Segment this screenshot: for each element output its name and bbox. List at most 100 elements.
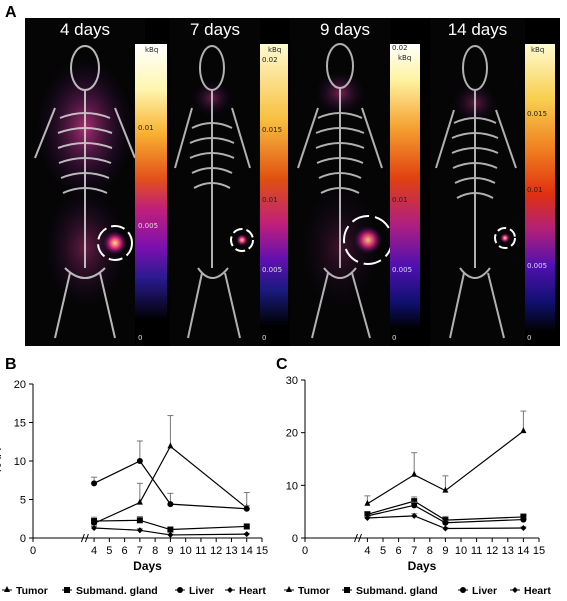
legend-label: Liver xyxy=(189,585,214,597)
data-point xyxy=(520,524,527,531)
data-point xyxy=(136,527,143,534)
color-scale-14-days: kBq 0.015 0.01 0.005 0 xyxy=(525,44,560,344)
spect-ct-panel: kBq 0.01 0.005 0 4 days kBq 0.02 0.015 0… xyxy=(25,18,560,346)
axis-break xyxy=(354,533,358,543)
series-heart xyxy=(364,512,527,532)
mouse-scan-image xyxy=(297,43,390,339)
scale-tick: 0.01 xyxy=(262,196,278,204)
scale-tick: 0 xyxy=(392,334,397,342)
time-label: 4 days xyxy=(59,20,111,39)
scale-tick: 0.015 xyxy=(262,126,283,134)
time-label: 14 days xyxy=(447,20,508,39)
legend-item: Heart xyxy=(510,585,551,597)
scale-tick: 0.005 xyxy=(138,222,159,230)
data-point xyxy=(136,458,143,464)
data-point xyxy=(364,499,371,506)
legend-label: Tumor xyxy=(298,585,330,597)
panel-a-letter: A xyxy=(5,4,17,21)
scale-unit: kBq xyxy=(398,54,412,62)
data-point xyxy=(411,470,418,477)
scale-unit: kBq xyxy=(531,46,545,54)
series-line xyxy=(367,504,524,524)
chart-percent-ia-per-gram: 01020300456789101112131415Days%IA/gTumor… xyxy=(284,375,551,597)
scale-tick: 0.02 xyxy=(392,44,408,52)
x-tick-label: 15 xyxy=(533,545,545,557)
color-scale-7-days: kBq 0.02 0.015 0.01 0.005 0 xyxy=(260,44,300,344)
data-point xyxy=(91,524,98,531)
series-submand-gland xyxy=(364,496,527,524)
y-tick-label: 5 xyxy=(20,495,26,507)
legend-item: Tumor xyxy=(2,585,48,597)
legend-label: Heart xyxy=(239,585,266,597)
color-scale-9-days: kBq 0.02 0.01 0.005 0 xyxy=(390,44,430,344)
data-point xyxy=(177,587,183,593)
color-scale-bar xyxy=(390,44,420,344)
series-tumor xyxy=(364,410,527,506)
legend-label: Tumor xyxy=(16,585,48,597)
x-tick-label: 7 xyxy=(137,545,143,557)
data-point xyxy=(64,587,70,593)
series-line xyxy=(94,519,247,531)
scale-tick: 0 xyxy=(262,334,267,342)
data-point xyxy=(512,587,518,593)
y-tick-label: 10 xyxy=(286,480,298,492)
scale-tick: 0.01 xyxy=(392,196,408,204)
y-tick-label: 0 xyxy=(292,533,298,545)
x-tick-label: 11 xyxy=(471,545,482,557)
data-point xyxy=(167,526,174,533)
x-tick-label: 6 xyxy=(122,545,128,557)
x-tick-label: 10 xyxy=(455,545,467,557)
x-tick-label: 14 xyxy=(241,545,253,557)
series-line xyxy=(94,527,247,536)
axis-break xyxy=(358,533,362,543)
legend-label: Submand. gland xyxy=(76,585,158,597)
data-point xyxy=(167,531,174,538)
legend-label: Liver xyxy=(472,585,497,597)
color-scale-bar xyxy=(135,44,167,344)
x-tick-label: 7 xyxy=(411,545,417,557)
data-point xyxy=(344,587,350,593)
data-point xyxy=(91,518,98,525)
legend-item: Tumor xyxy=(284,585,330,597)
series-heart xyxy=(91,524,250,538)
x-tick-label: 15 xyxy=(256,545,268,557)
legend-label: Submand. gland xyxy=(356,585,438,597)
color-scale-bar xyxy=(260,44,288,344)
y-tick-label: 20 xyxy=(286,428,298,440)
data-point xyxy=(136,498,143,505)
x-tick-label: 6 xyxy=(396,545,402,557)
data-point xyxy=(411,512,418,519)
x-tick-label: 4 xyxy=(364,545,370,557)
mouse-scan-image xyxy=(174,45,254,339)
series-line xyxy=(93,460,247,510)
data-point xyxy=(520,427,527,434)
x-tick-label: 9 xyxy=(442,545,448,557)
x-tick-label: 4 xyxy=(91,545,97,557)
series-line xyxy=(367,430,524,505)
axis-break xyxy=(80,533,85,543)
scale-tick: 0.005 xyxy=(262,266,283,274)
scale-unit: kBq xyxy=(145,46,159,54)
scan-7-days xyxy=(170,18,260,346)
legend-item: Heart xyxy=(225,585,266,597)
data-point xyxy=(4,586,10,592)
x-tick-label: 12 xyxy=(210,545,222,557)
scale-tick: 0.01 xyxy=(527,186,543,194)
x-tick-label: 10 xyxy=(180,545,192,557)
data-point xyxy=(520,516,527,523)
data-point xyxy=(91,480,98,487)
scale-tick: 0.005 xyxy=(392,266,413,274)
series-line xyxy=(367,515,524,530)
scan-4-days xyxy=(25,18,145,346)
data-point xyxy=(167,442,174,449)
data-point xyxy=(460,587,466,593)
data-point xyxy=(442,525,449,532)
series-liver xyxy=(91,440,250,512)
data-point xyxy=(286,586,292,592)
series-line xyxy=(367,500,524,521)
y-tick-label: 10 xyxy=(14,456,26,468)
data-point xyxy=(364,514,371,521)
y-tick-label: 0 xyxy=(20,533,26,545)
axis-break xyxy=(84,533,89,543)
